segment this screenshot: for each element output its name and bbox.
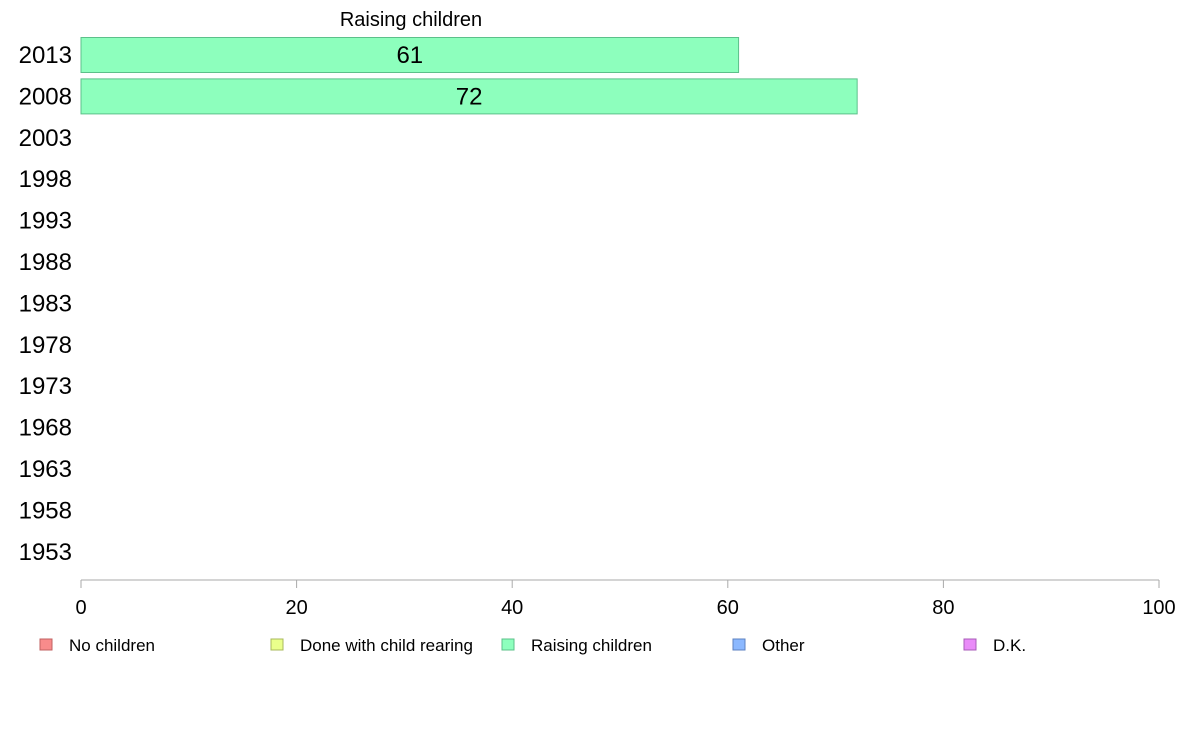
bar-data-label: 72 xyxy=(456,83,483,110)
legend-item: D.K. xyxy=(963,636,1026,655)
y-tick-label: 2013 xyxy=(19,42,72,69)
x-tick-label: 0 xyxy=(75,597,86,619)
y-tick-label: 1983 xyxy=(19,290,72,317)
y-tick-label: 1988 xyxy=(19,249,72,276)
y-axis-labels: 2013 2008 2003 1998 1993 1988 1983 1978 1973 1968… xyxy=(19,42,72,566)
legend-label: Done with child rearing xyxy=(300,636,473,655)
y-tick-label: 1993 xyxy=(19,208,72,235)
x-tick-label: 40 xyxy=(501,597,523,619)
legend-swatch xyxy=(963,638,977,651)
legend-item: Done with child rearing xyxy=(270,636,473,655)
bars xyxy=(80,37,858,115)
y-tick-label: 1973 xyxy=(19,373,72,400)
legend-item: No children xyxy=(39,636,155,655)
legend-swatch xyxy=(732,638,746,651)
bar-data-labels: 61 72 xyxy=(396,42,482,110)
x-tick-label: 60 xyxy=(717,597,739,619)
bar xyxy=(80,78,858,115)
y-tick-label: 2003 xyxy=(19,125,72,152)
y-tick-label: 1998 xyxy=(19,166,72,193)
legend-swatch xyxy=(270,638,284,651)
legend-swatch xyxy=(501,638,515,651)
legend-label: Raising children xyxy=(531,636,652,655)
x-tick-label: 80 xyxy=(932,597,954,619)
y-tick-label: 1978 xyxy=(19,332,72,359)
y-tick-label: 2008 xyxy=(19,83,72,110)
legend-swatch xyxy=(39,638,53,651)
legend-label: D.K. xyxy=(993,636,1026,655)
y-tick-label: 1963 xyxy=(19,456,72,483)
legend-label: No children xyxy=(69,636,155,655)
y-tick-label: 1958 xyxy=(19,497,72,524)
x-axis: 0 20 40 60 80 100 xyxy=(75,579,1176,619)
x-tick-label: 20 xyxy=(285,597,307,619)
bar-data-label: 61 xyxy=(396,42,423,69)
legend: No children Done with child rearing Raisin… xyxy=(39,636,1026,655)
y-tick-label: 1968 xyxy=(19,415,72,442)
legend-item: Other xyxy=(732,636,805,655)
x-tick-label: 100 xyxy=(1142,597,1175,619)
chart-title: Raising children xyxy=(340,9,482,31)
y-tick-label: 1953 xyxy=(19,539,72,566)
legend-item: Raising children xyxy=(501,636,652,655)
legend-label: Other xyxy=(762,636,805,655)
bar xyxy=(80,37,740,73)
